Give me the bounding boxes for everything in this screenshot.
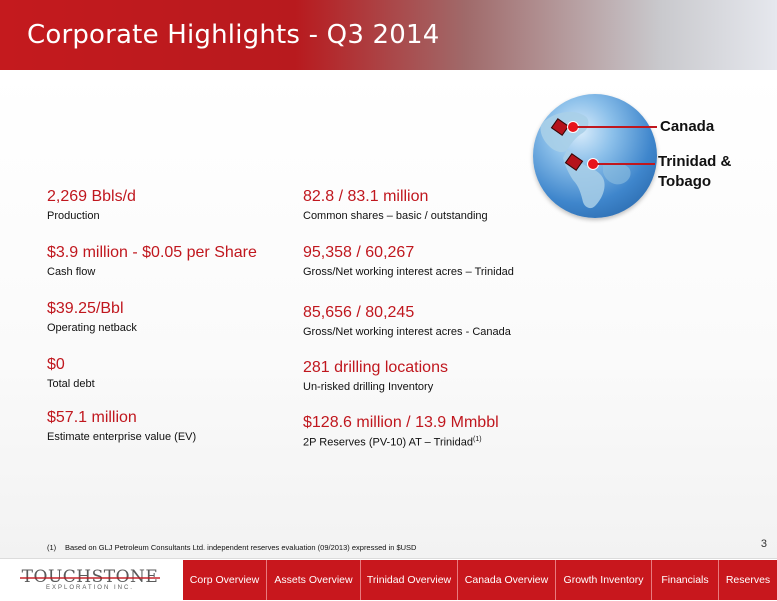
logo-swoosh-icon xyxy=(20,577,160,579)
nav-assets-overview[interactable]: Assets Overview xyxy=(267,560,361,600)
metric-label-text: 2P Reserves (PV-10) AT – Trinidad xyxy=(303,436,473,449)
metric-label: Gross/Net working interest acres - Canad… xyxy=(303,326,511,338)
metric-operating-netback: $39.25/Bbl Operating netback xyxy=(47,300,137,334)
metric-label: Operating netback xyxy=(47,322,137,334)
metric-value: 281 drilling locations xyxy=(303,359,448,376)
nav-financials[interactable]: Financials xyxy=(652,560,719,600)
metric-enterprise-value: $57.1 million Estimate enterprise value … xyxy=(47,409,196,443)
metric-value: 82.8 / 83.1 million xyxy=(303,188,429,205)
metric-canada-acres: 85,656 / 80,245 Gross/Net working intere… xyxy=(303,304,511,338)
trinidad-label-line1: Trinidad & xyxy=(658,153,732,170)
metric-value: $0 xyxy=(47,356,65,373)
touchstone-logo: TOUCHSTONE EXPLORATION INC. xyxy=(20,567,160,591)
metric-value: $128.6 million / 13.9 Mmbbl xyxy=(303,414,499,431)
metric-2p-reserves: $128.6 million / 13.9 Mmbbl 2P Reserves … xyxy=(303,414,499,449)
globe-map xyxy=(533,94,657,218)
footnote-text: Based on GLJ Petroleum Consultants Ltd. … xyxy=(65,543,417,552)
page-title: Corporate Highlights - Q3 2014 xyxy=(27,20,440,50)
nav-reserves[interactable]: Reserves xyxy=(725,574,771,586)
metric-trinidad-acres: 95,358 / 60,267 Gross/Net working intere… xyxy=(303,244,514,278)
metric-value: $57.1 million xyxy=(47,409,137,426)
metric-value: 2,269 Bbls/d xyxy=(47,188,136,205)
page-number: 3 xyxy=(760,538,767,550)
metric-value: 85,656 / 80,245 xyxy=(303,304,415,321)
metric-label: Gross/Net working interest acres – Trini… xyxy=(303,266,514,278)
nav-growth-inventory[interactable]: Growth Inventory xyxy=(556,560,652,600)
metric-label: Cash flow xyxy=(47,266,96,278)
metric-value: 95,358 / 60,267 xyxy=(303,244,415,261)
globe-landmass-icon xyxy=(540,111,631,209)
trinidad-callout-line xyxy=(597,163,655,165)
canada-label: Canada xyxy=(660,118,715,135)
metric-label: 2P Reserves (PV-10) AT – Trinidad(1) xyxy=(303,436,499,449)
canada-callout-line xyxy=(577,126,657,128)
metric-label: Un-risked drilling Inventory xyxy=(303,381,434,393)
metric-label: Production xyxy=(47,210,100,222)
footnote-number: (1) xyxy=(47,543,57,552)
metric-cash-flow: $3.9 million - $0.05 per Share Cash flow xyxy=(47,244,257,278)
footnote: (1) Based on GLJ Petroleum Consultants Lt… xyxy=(47,543,416,552)
metric-label: Common shares – basic / outstanding xyxy=(303,210,488,222)
metric-drilling-locations: 281 drilling locations Un-risked drillin… xyxy=(303,359,448,393)
metric-total-debt: $0 Total debt xyxy=(47,356,95,390)
metric-production: 2,269 Bbls/d Production xyxy=(47,188,136,222)
metric-common-shares: 82.8 / 83.1 million Common shares – basi… xyxy=(303,188,488,222)
metric-label: Total debt xyxy=(47,378,95,390)
metric-value: $39.25/Bbl xyxy=(47,300,124,317)
nav-canada-overview[interactable]: Canada Overview xyxy=(458,560,556,600)
bottom-nav: Corp Overview Assets Overview Trinidad O… xyxy=(183,560,777,600)
trinidad-label-line2: Tobago xyxy=(658,173,712,190)
metric-value: $3.9 million - $0.05 per Share xyxy=(47,244,257,261)
trinidad-label: Trinidad & Tobago xyxy=(658,152,731,192)
nav-trinidad-overview[interactable]: Trinidad Overview xyxy=(361,560,458,600)
nav-corp-overview[interactable]: Corp Overview xyxy=(183,560,267,600)
logo-subtitle: EXPLORATION INC. xyxy=(46,585,134,591)
header-banner: Corporate Highlights - Q3 2014 xyxy=(0,0,777,70)
footnote-ref: (1) xyxy=(472,436,482,443)
metric-label: Estimate enterprise value (EV) xyxy=(47,431,197,443)
